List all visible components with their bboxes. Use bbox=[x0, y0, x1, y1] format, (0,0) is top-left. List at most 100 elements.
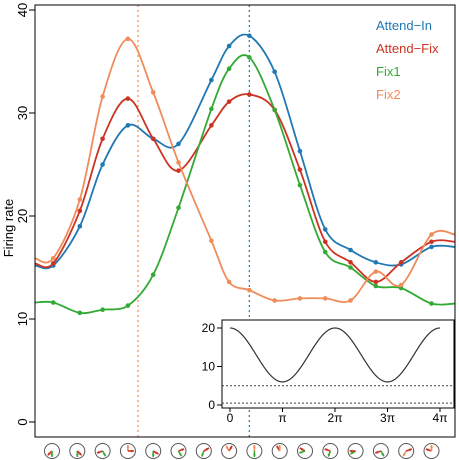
y-axis-label: Firing rate bbox=[1, 199, 16, 258]
data-point bbox=[176, 141, 181, 147]
data-point bbox=[247, 55, 252, 60]
data-point bbox=[77, 224, 83, 229]
orientation-icon bbox=[170, 443, 187, 459]
legend-entry: Attend−In bbox=[376, 18, 432, 33]
data-point bbox=[247, 33, 252, 39]
data-point bbox=[322, 249, 328, 255]
orientation-icon bbox=[94, 443, 111, 459]
data-point bbox=[100, 94, 105, 99]
data-point bbox=[429, 301, 434, 306]
series-points bbox=[50, 33, 434, 316]
inset-y-tick-label: 20 bbox=[202, 321, 216, 335]
inset-x-tick-label: 3π bbox=[380, 411, 395, 425]
inset-x-tick-label: π bbox=[278, 411, 286, 425]
orientation-icon bbox=[347, 443, 364, 459]
data-point bbox=[348, 260, 353, 265]
plot-frame bbox=[34, 4, 456, 438]
data-point bbox=[297, 167, 303, 172]
data-point bbox=[348, 298, 353, 303]
inset-curve bbox=[229, 327, 441, 383]
inset-y-tick-label: 0 bbox=[208, 398, 215, 412]
data-point bbox=[176, 205, 181, 211]
orientation-icon bbox=[195, 443, 212, 459]
data-point bbox=[398, 282, 404, 288]
inset-y-tick-label: 10 bbox=[202, 360, 216, 374]
inset-x-tick-label: 0 bbox=[227, 411, 234, 425]
data-point bbox=[348, 247, 353, 253]
data-point bbox=[125, 123, 131, 128]
y-tick-label: 0 bbox=[15, 418, 30, 425]
data-point bbox=[226, 66, 232, 72]
data-point bbox=[297, 148, 303, 154]
data-point bbox=[322, 239, 328, 245]
data-point bbox=[176, 168, 181, 173]
data-point bbox=[226, 43, 232, 49]
data-point bbox=[373, 269, 379, 274]
y-tick-label: 30 bbox=[15, 106, 30, 120]
data-point bbox=[125, 36, 131, 42]
inset-frame bbox=[221, 319, 455, 409]
data-point bbox=[429, 232, 434, 237]
legend: Attend−In Attend−Fix Fix1 Fix2 bbox=[376, 18, 439, 102]
orientation-icon bbox=[145, 443, 162, 459]
orientation-icon bbox=[221, 443, 238, 459]
orientation-icon bbox=[372, 443, 389, 459]
orientation-icon-row bbox=[44, 443, 440, 459]
orientation-icon bbox=[322, 443, 339, 459]
orientation-icon bbox=[44, 443, 60, 459]
data-point bbox=[226, 99, 232, 104]
orientation-icon bbox=[119, 443, 136, 459]
inset-x-tick-label: 4π bbox=[433, 411, 448, 425]
data-point bbox=[247, 92, 252, 97]
inset-x-tick-label: 2π bbox=[328, 411, 343, 425]
data-point bbox=[50, 261, 56, 266]
orientation-icon bbox=[398, 443, 415, 459]
data-point bbox=[322, 227, 328, 232]
data-point bbox=[398, 260, 404, 265]
data-point bbox=[77, 208, 83, 214]
data-point bbox=[247, 287, 252, 293]
data-point bbox=[100, 136, 105, 142]
data-point bbox=[373, 279, 379, 285]
orientation-icon bbox=[271, 443, 288, 459]
data-point bbox=[77, 197, 83, 202]
data-point bbox=[150, 90, 156, 95]
data-point bbox=[322, 296, 328, 301]
data-point bbox=[209, 123, 214, 128]
data-point bbox=[209, 106, 214, 112]
y-tick-label: 40 bbox=[15, 3, 30, 17]
legend-entry: Attend−Fix bbox=[376, 41, 439, 56]
data-point bbox=[125, 96, 131, 101]
data-point bbox=[226, 279, 232, 285]
data-point bbox=[429, 239, 434, 245]
data-point bbox=[272, 298, 277, 303]
data-point bbox=[150, 136, 156, 142]
orientation-icon bbox=[297, 443, 313, 459]
y-axis: 0 10 20 30 40 bbox=[15, 3, 35, 426]
orientation-icon bbox=[423, 443, 440, 459]
data-point bbox=[125, 303, 131, 308]
y-tick-label: 20 bbox=[15, 209, 30, 223]
data-point bbox=[429, 244, 434, 250]
data-point bbox=[77, 310, 83, 316]
data-point bbox=[373, 283, 379, 289]
data-point bbox=[50, 255, 56, 261]
data-point bbox=[272, 107, 277, 113]
legend-entry: Fix2 bbox=[376, 87, 401, 102]
inset-chart: 0 10 20 0 π 2π 3π 4π bbox=[202, 319, 455, 425]
data-point bbox=[297, 182, 303, 188]
series-line-1 bbox=[34, 93, 456, 283]
orientation-icon bbox=[246, 443, 263, 459]
data-point bbox=[176, 160, 181, 165]
orientation-icon bbox=[69, 443, 86, 459]
data-point bbox=[150, 272, 156, 278]
data-point bbox=[209, 238, 214, 244]
y-tick-label: 10 bbox=[15, 312, 30, 326]
legend-entry: Fix1 bbox=[376, 64, 401, 79]
data-point bbox=[100, 307, 105, 313]
data-point bbox=[373, 260, 379, 265]
data-point bbox=[348, 265, 353, 270]
data-point bbox=[100, 162, 105, 167]
data-point bbox=[50, 300, 56, 305]
